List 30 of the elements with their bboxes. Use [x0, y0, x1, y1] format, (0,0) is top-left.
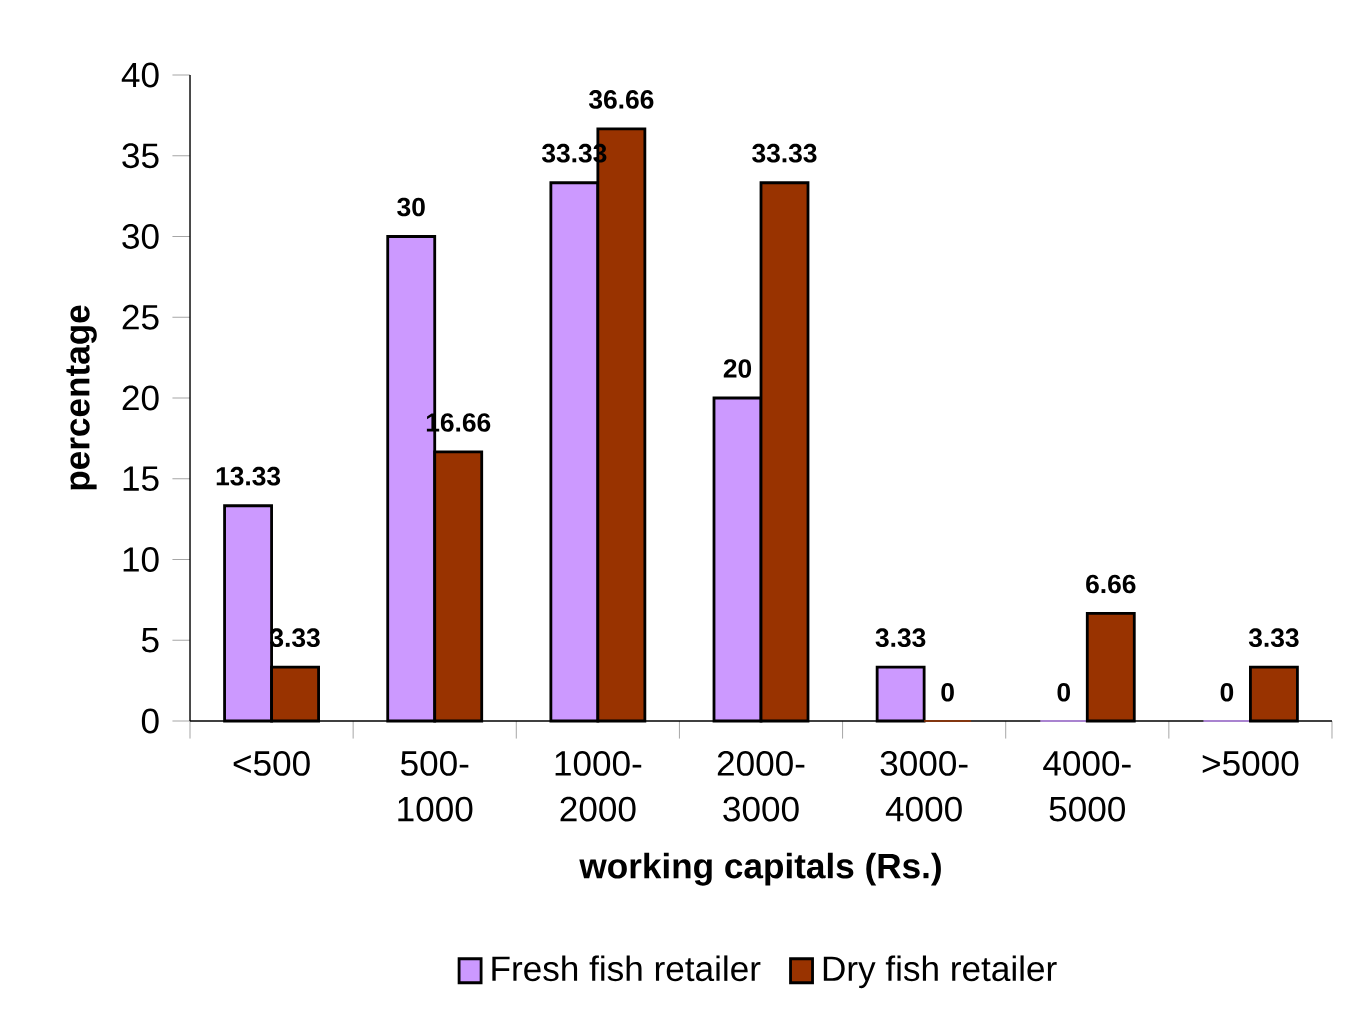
y-tick-label: 20 — [122, 385, 159, 411]
y-tick-label: 35 — [122, 143, 159, 169]
y-tick-label: 40 — [121, 62, 159, 88]
data-label: 36.66 — [588, 90, 654, 109]
y-axis-title: percentage — [66, 305, 97, 490]
data-label: 3.33 — [1248, 628, 1299, 648]
data-label: 33.33 — [752, 143, 817, 163]
x-tick-label: 4000-5000 — [1043, 751, 1131, 822]
y-tick-label: 10 — [123, 547, 159, 572]
data-label: 0 — [1057, 682, 1071, 702]
legend-label: Dry fish retailer — [823, 955, 1057, 989]
legend-label: Fresh fish retailer — [492, 955, 761, 982]
y-tick-label: 0 — [141, 708, 159, 734]
data-label: 30 — [397, 197, 425, 217]
y-tick-label: 5 — [141, 627, 159, 653]
x-tick-label: >5000 — [1202, 751, 1299, 776]
x-tick-label: 3000-4000 — [880, 751, 968, 822]
y-tick-label: 25 — [122, 304, 159, 330]
data-label: 0 — [1220, 682, 1234, 702]
x-tick-label: <500 — [233, 751, 310, 776]
x-tick-label: 2000-3000 — [717, 751, 805, 822]
data-label: 3.33 — [875, 628, 926, 648]
y-tick-label: 30 — [122, 224, 159, 249]
x-axis-title: working capitals (Rs.) — [579, 852, 941, 886]
data-label: 0 — [941, 682, 954, 702]
data-label: 6.66 — [1086, 574, 1136, 594]
data-label: 20 — [723, 359, 752, 378]
x-tick-label: 500-1000 — [398, 751, 473, 822]
y-tick-label: 15 — [123, 466, 159, 491]
data-label: 13.33 — [216, 466, 281, 486]
